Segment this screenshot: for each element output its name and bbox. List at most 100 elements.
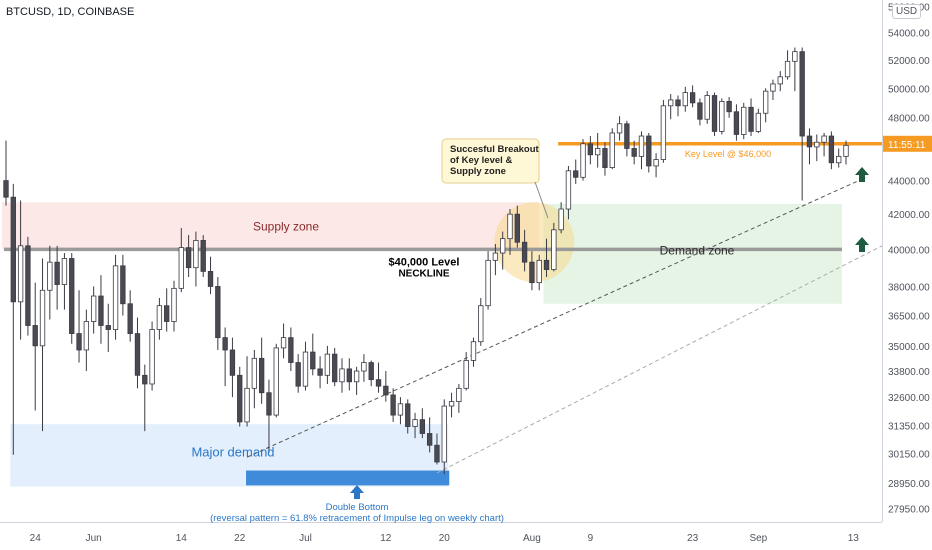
candle-body	[711, 95, 718, 132]
candle	[514, 205, 520, 248]
double-bottom-title: Double Bottom	[326, 502, 389, 513]
candle-body	[792, 51, 798, 62]
candle-body	[383, 385, 389, 396]
candle	[32, 282, 38, 411]
time-tick-label: 14	[176, 533, 188, 544]
candle	[624, 120, 630, 157]
price-tick-label: 32600.00	[888, 393, 930, 404]
candle-body	[222, 337, 228, 351]
time-tick-label: 12	[380, 533, 392, 544]
price-tick-label: 54000.00	[888, 29, 930, 40]
price-tick-label: 36500.00	[888, 312, 930, 323]
time-tick-label: Jul	[299, 533, 312, 544]
candle-body	[120, 265, 126, 305]
callout-pointer	[534, 181, 549, 219]
candle-body	[83, 321, 90, 351]
price-tick-label: 31350.00	[888, 421, 930, 432]
candle	[463, 352, 469, 391]
candle	[638, 131, 645, 170]
price-tick-label: 28950.00	[888, 479, 930, 490]
candle	[266, 379, 272, 453]
candle	[61, 253, 68, 310]
candle	[806, 128, 813, 165]
candle-body	[215, 286, 221, 339]
candle-body	[814, 141, 820, 148]
candle-body	[762, 90, 769, 114]
price-tick-label: 35000.00	[888, 342, 930, 353]
candle-body	[470, 341, 477, 361]
candle-body	[229, 349, 236, 376]
candle-body	[580, 143, 586, 178]
candle-body	[543, 259, 550, 270]
candle	[251, 349, 258, 409]
candle	[302, 341, 309, 391]
candle-body	[193, 240, 199, 269]
candle	[587, 136, 594, 165]
candle-body	[112, 265, 119, 330]
candle	[405, 399, 411, 434]
candle-body	[361, 362, 367, 372]
candle-body	[624, 123, 630, 149]
candle-body	[142, 374, 148, 385]
candle	[273, 343, 279, 418]
candle	[383, 371, 389, 402]
candle	[602, 142, 608, 176]
candle-body	[836, 155, 842, 164]
candle-body	[507, 213, 513, 240]
candle-body	[565, 170, 572, 210]
supply-zone	[2, 202, 540, 250]
breakout-callout: Succesful Breakout of Key level & Supply…	[441, 138, 549, 219]
candle	[821, 132, 827, 157]
demand-zone-label: Demand zone	[660, 243, 735, 257]
candle	[485, 251, 491, 310]
candle	[470, 337, 477, 367]
candle-body	[61, 258, 68, 285]
candle	[704, 91, 710, 124]
candle-body	[310, 351, 316, 370]
price-axis: 56000.0054000.0052000.0050000.0048000.00…	[888, 2, 930, 515]
candle-body	[353, 370, 360, 383]
candle	[558, 202, 564, 234]
candle-body	[156, 305, 163, 330]
candle	[689, 85, 696, 108]
candle	[777, 71, 783, 92]
candle	[149, 321, 155, 391]
currency-selector[interactable]: USD	[892, 4, 922, 19]
candle-body	[295, 362, 301, 387]
candle-body	[339, 368, 345, 383]
candle-body	[609, 132, 615, 168]
candle	[25, 236, 31, 336]
candle	[741, 102, 747, 140]
candle	[193, 231, 199, 287]
candle-body	[551, 229, 557, 270]
candle	[573, 159, 579, 184]
candle	[229, 337, 236, 398]
candle-body	[273, 347, 279, 416]
candle	[719, 98, 725, 135]
candle-body	[266, 392, 272, 416]
candle	[134, 317, 141, 389]
candle-body	[419, 419, 426, 434]
candle-body	[828, 135, 835, 164]
candle-body	[631, 148, 637, 157]
candle-body	[521, 241, 528, 263]
candle	[426, 417, 433, 453]
candle-body	[500, 238, 506, 254]
candle-body	[39, 289, 46, 347]
candle	[375, 362, 382, 393]
candle	[142, 364, 148, 432]
candle-body	[492, 252, 499, 261]
candle	[434, 433, 440, 465]
candle	[609, 128, 615, 170]
candle	[711, 92, 718, 137]
candle	[76, 290, 82, 363]
candle	[361, 354, 367, 382]
candle	[580, 139, 586, 181]
candle	[258, 337, 265, 404]
candle	[215, 277, 221, 350]
candle-body	[616, 123, 623, 134]
candle	[653, 153, 659, 178]
candle	[551, 222, 557, 272]
candle-body	[660, 105, 667, 160]
